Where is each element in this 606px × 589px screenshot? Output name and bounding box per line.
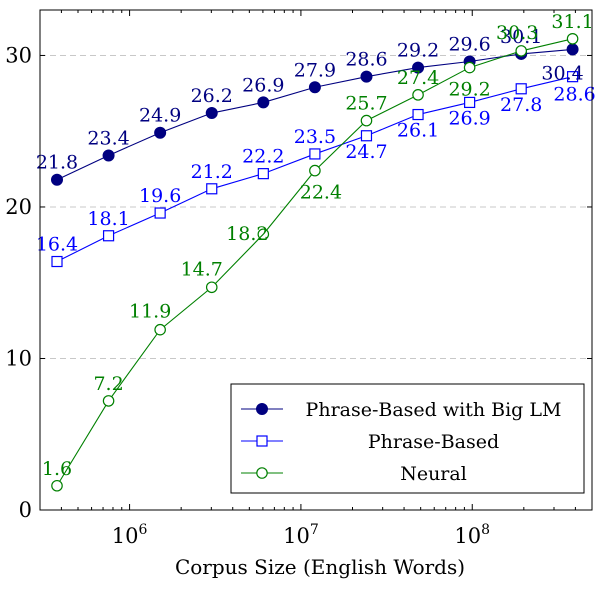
data-point [51,479,63,492]
legend-entry-label: Phrase-Based with Big LM [306,399,562,421]
data-label: 25.7 [345,93,387,115]
data-label: 29.6 [448,34,490,56]
data-label: 30.1 [500,26,542,48]
series-layer [50,32,579,492]
legend-swatch-marker [256,403,268,415]
data-label: 16.4 [36,234,78,256]
data-point [205,107,218,120]
data-point [154,323,166,336]
data-label-layer: 21.8 23.4 24.9 26.2 26.9 27.9 28.6 29.2 29.6 30.1… [36,11,596,480]
data-point [257,228,270,241]
data-point [360,114,373,127]
data-point [566,43,579,56]
x-tick-label: 108 [454,522,490,548]
data-point [515,45,528,57]
grid-layer [40,54,592,359]
legend-entry-label: Neural [400,463,467,485]
data-label: 26.9 [448,107,490,129]
y-tick-label: 10 [5,346,32,370]
data-label: 26.1 [397,120,439,142]
legend: Phrase-Based with Big LM Phrase-Based Neur… [230,383,585,494]
data-point [206,183,218,195]
data-label: 1.6 [42,458,72,480]
data-point [360,70,373,83]
legend-swatch-marker [256,467,268,479]
plot-frame [39,9,593,511]
data-point [515,83,527,95]
data-point [412,89,424,101]
data-point [102,230,115,242]
x-axis-label: Corpus Size (English Words) [175,555,465,579]
data-label: 11.9 [129,301,171,323]
x-tick-label: 107 [283,522,319,548]
data-point [309,164,321,177]
data-label: 22.4 [300,182,342,204]
data-point [464,96,476,109]
data-label: 23.5 [294,126,336,148]
series-2 [51,32,579,492]
data-point [257,96,270,109]
data-point [463,61,476,74]
data-label: 14.7 [181,258,223,280]
data-point [154,207,166,219]
data-label: 27.4 [397,67,439,89]
data-label: 19.6 [139,185,181,207]
data-label: 7.2 [93,373,123,395]
data-label: 29.2 [448,79,490,101]
data-label: 27.8 [500,94,542,116]
data-label: 23.4 [87,127,129,149]
data-point [412,61,425,74]
data-point [309,148,321,160]
data-point [154,126,167,139]
data-point [50,173,63,186]
data-point [360,130,373,142]
y-tick-label: 0 [19,498,32,522]
data-label: 30.4 [541,62,583,84]
data-point [51,255,63,268]
data-label: 26.9 [242,74,284,96]
y-tick-label: 20 [5,195,32,219]
legend-box [230,383,585,494]
data-label: 31.1 [551,11,593,33]
data-label: 29.2 [397,40,439,62]
x-tick-label: 106 [112,522,148,548]
data-label: 22.2 [242,146,284,168]
series-1 [51,71,579,268]
data-label: 24.9 [139,105,181,127]
data-point [566,32,579,45]
data-label: 18.2 [226,223,268,245]
data-point [308,81,321,94]
y-tick-label: 30 [5,43,32,67]
legend-swatch-marker [256,435,268,447]
data-label: 21.8 [36,152,78,174]
data-point [205,281,218,294]
series-0 [50,43,579,186]
data-label: 28.6 [345,49,387,71]
data-point [102,395,115,407]
data-label: 26.2 [191,85,233,107]
tick-layer: 0 10 20 30 106 107 108 [5,10,593,548]
data-point [412,108,424,121]
data-point [566,71,579,83]
data-label: 30.3 [496,22,538,44]
data-label: 28.6 [553,84,595,106]
legend-entry-label: Phrase-Based [368,431,499,453]
data-point [257,168,269,180]
data-label: 24.7 [345,141,387,163]
data-point [102,149,115,162]
data-label: 27.9 [294,59,336,81]
data-label: 21.2 [191,161,233,183]
data-label: 18.1 [87,208,129,230]
